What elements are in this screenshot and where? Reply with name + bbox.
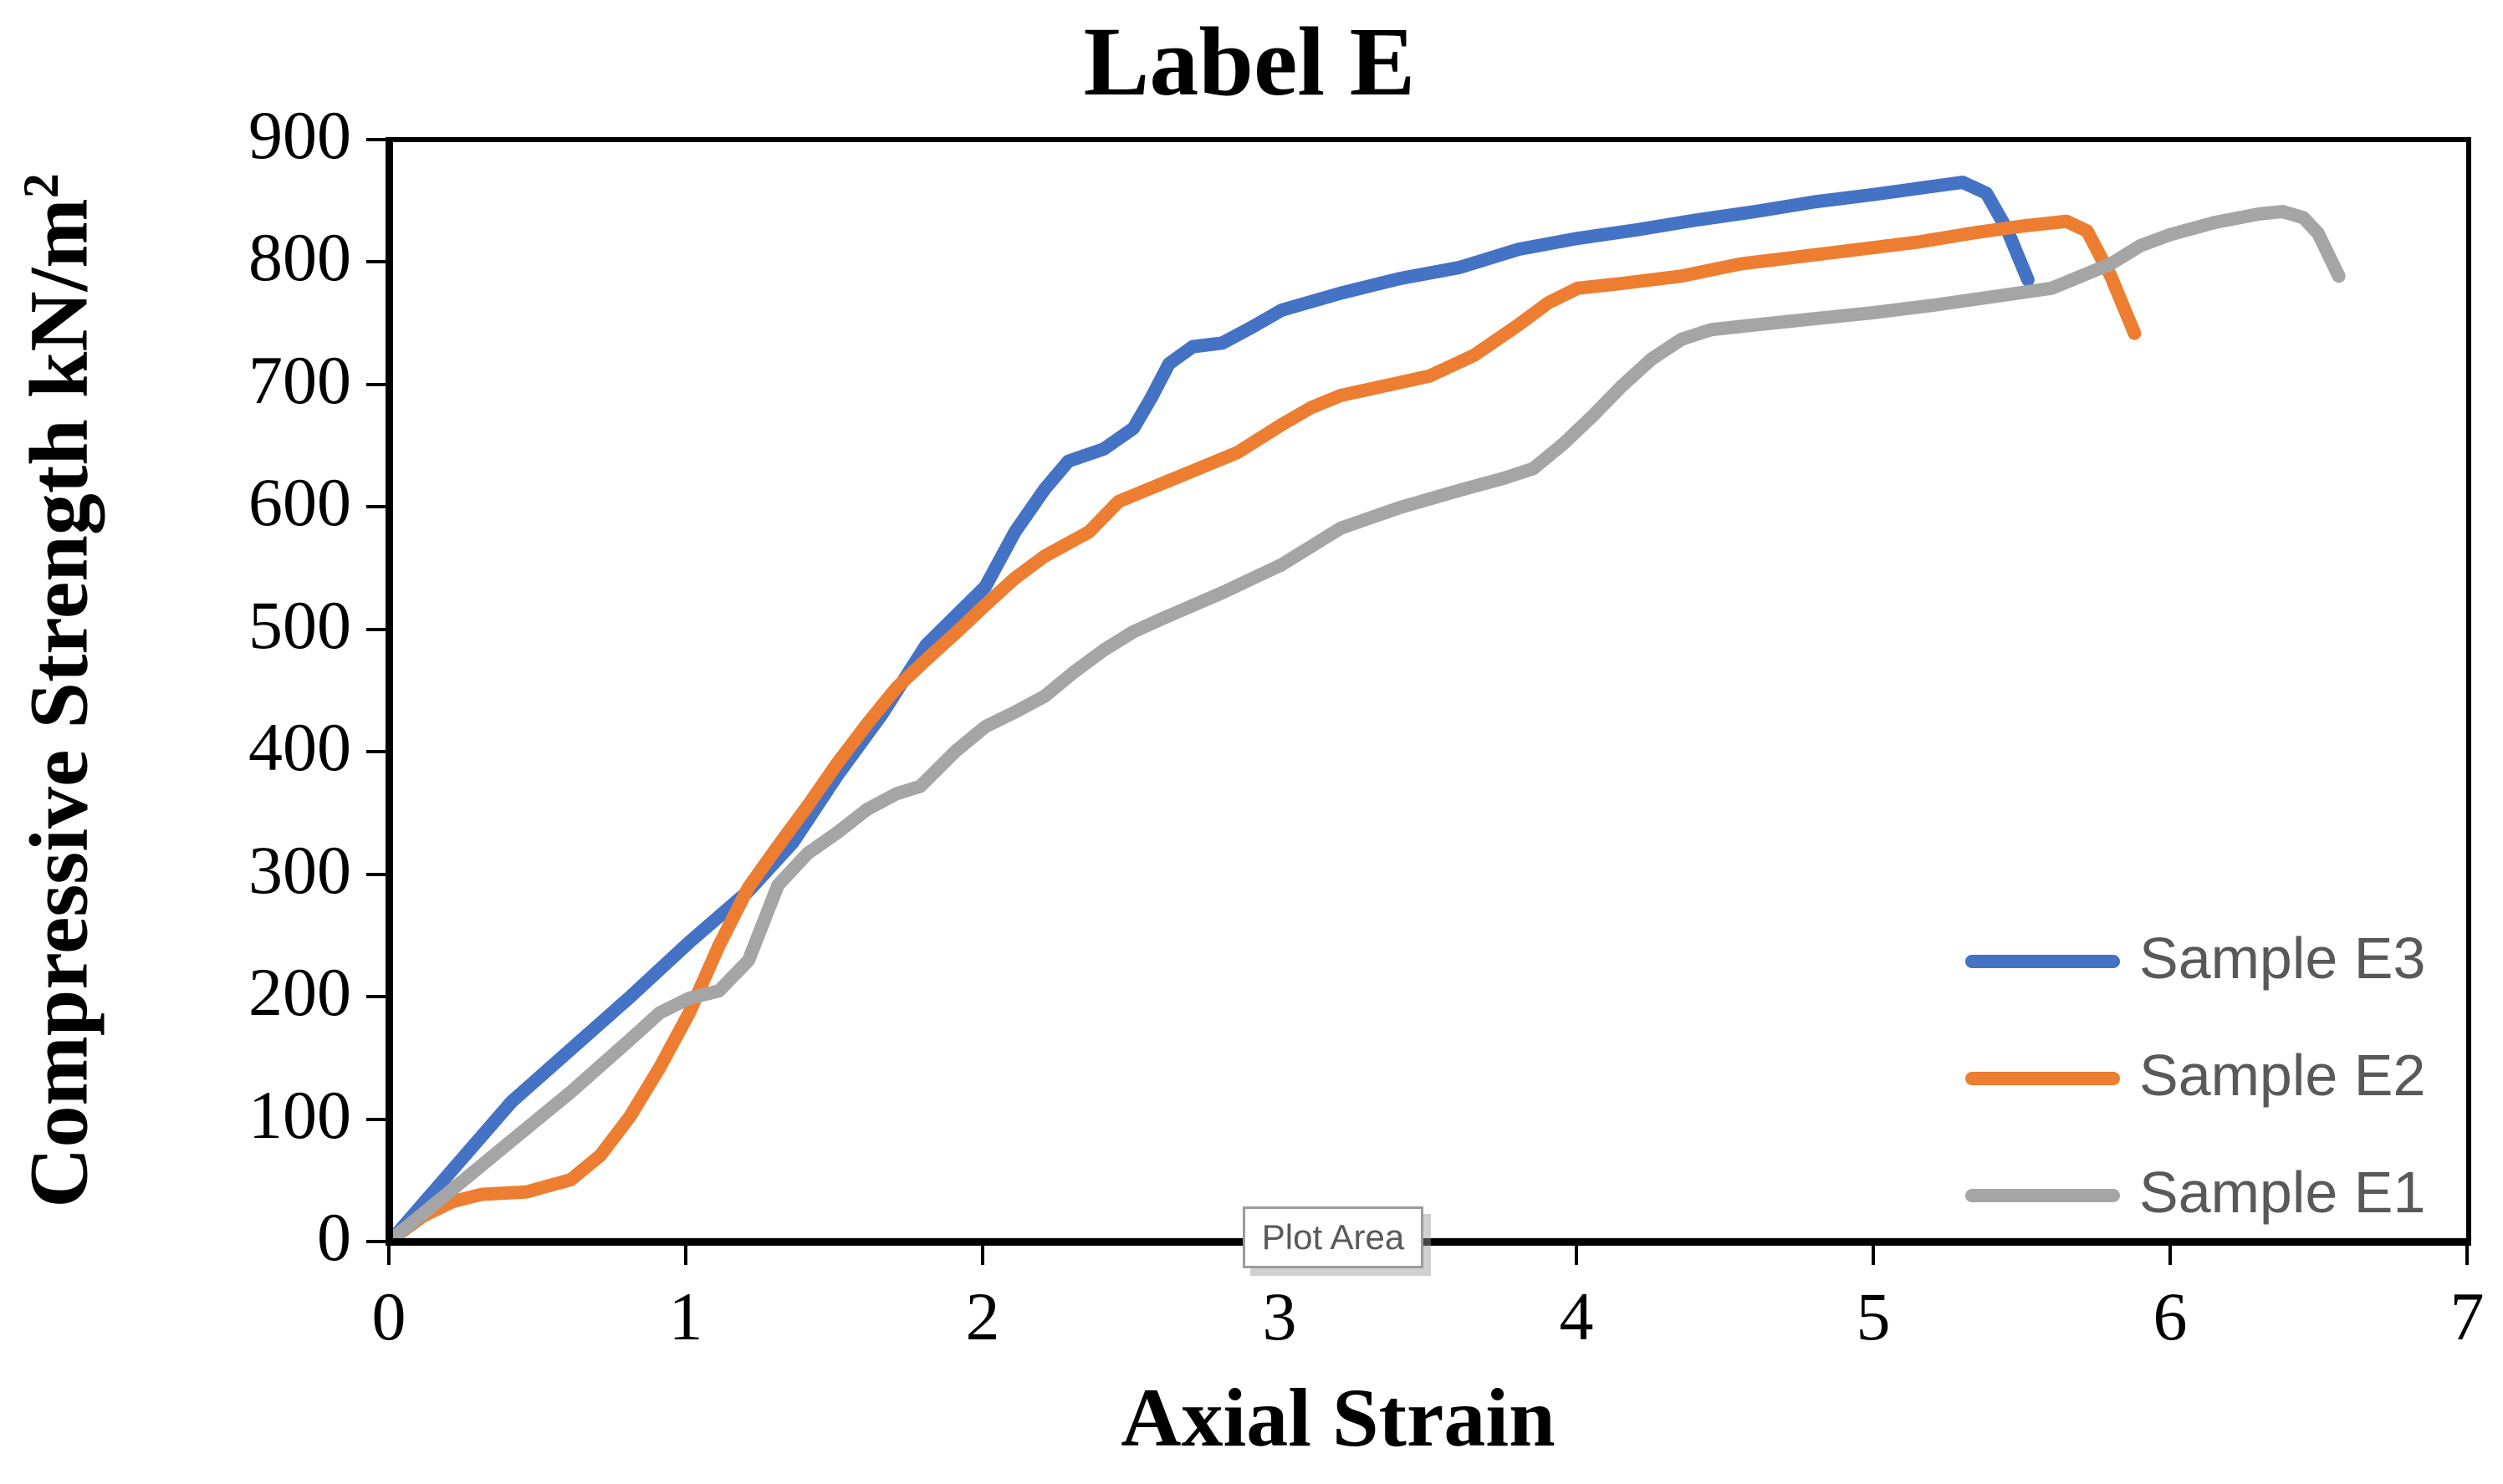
legend-label-sample-e3: Sample E3	[2139, 926, 2426, 991]
y-tick-label-0: 0	[317, 1199, 351, 1275]
legend-label-sample-e1: Sample E1	[2139, 1160, 2426, 1225]
y-tick-mark-100	[366, 1117, 386, 1121]
legend-label-sample-e2: Sample E2	[2139, 1043, 2426, 1108]
x-tick-label-3: 3	[1262, 1278, 1297, 1354]
y-tick-mark-300	[366, 872, 386, 876]
series-sample-e3-line[interactable]	[393, 176, 2035, 1238]
y-tick-mark-200	[366, 995, 386, 999]
x-tick-label-1: 1	[668, 1278, 703, 1354]
plot-area-tooltip-label: Plot Area	[1261, 1217, 1405, 1257]
chart-title: Label E	[1083, 7, 1416, 116]
y-axis-title: Compressive Strength kN/m2	[11, 173, 107, 1207]
y-tick-label-100: 100	[248, 1076, 351, 1153]
series-sample-e2-line[interactable]	[393, 214, 2142, 1238]
y-axis-title-text: Compressive Strength kN/m	[12, 198, 105, 1208]
x-tick-label-6: 6	[2153, 1278, 2188, 1354]
x-tick-mark-4	[1575, 1246, 1578, 1265]
x-tick-mark-1	[684, 1246, 687, 1265]
legend-swatch-sample-e2	[1965, 1072, 2120, 1085]
x-tick-label-2: 2	[965, 1278, 1000, 1354]
series-sample-e1-line[interactable]	[393, 205, 2346, 1238]
y-tick-mark-700	[366, 382, 386, 386]
y-tick-mark-500	[366, 627, 386, 631]
y-tick-label-900: 900	[248, 97, 351, 173]
x-tick-mark-0	[387, 1246, 391, 1265]
y-tick-label-600: 600	[248, 464, 351, 541]
y-tick-label-500: 500	[248, 586, 351, 663]
y-axis-title-superscript: 2	[13, 173, 69, 199]
x-tick-mark-5	[1872, 1246, 1875, 1265]
x-tick-label-0: 0	[371, 1278, 406, 1354]
y-tick-mark-800	[366, 260, 386, 264]
y-tick-label-800: 800	[248, 219, 351, 296]
x-tick-label-5: 5	[1856, 1278, 1891, 1354]
x-tick-mark-6	[2168, 1246, 2172, 1265]
x-tick-mark-7	[2465, 1246, 2469, 1265]
y-tick-label-200: 200	[248, 954, 351, 1031]
x-tick-mark-2	[981, 1246, 984, 1265]
legend-swatch-sample-e3	[1965, 955, 2120, 968]
y-tick-mark-0	[366, 1240, 386, 1243]
plot-area[interactable]	[386, 137, 2471, 1246]
y-tick-mark-900	[366, 138, 386, 141]
y-tick-mark-600	[366, 505, 386, 509]
x-tick-label-7: 7	[2449, 1278, 2485, 1354]
y-tick-label-300: 300	[248, 831, 351, 908]
y-tick-label-700: 700	[248, 341, 351, 418]
legend-swatch-sample-e1	[1965, 1189, 2120, 1202]
x-tick-label-4: 4	[1559, 1278, 1594, 1354]
y-tick-mark-400	[366, 750, 386, 754]
y-tick-label-400: 400	[248, 709, 351, 786]
plot-area-tooltip: Plot Area	[1243, 1206, 1423, 1268]
x-axis-title: Axial Strain	[1121, 1371, 1555, 1464]
series-plot[interactable]	[393, 142, 2466, 1238]
